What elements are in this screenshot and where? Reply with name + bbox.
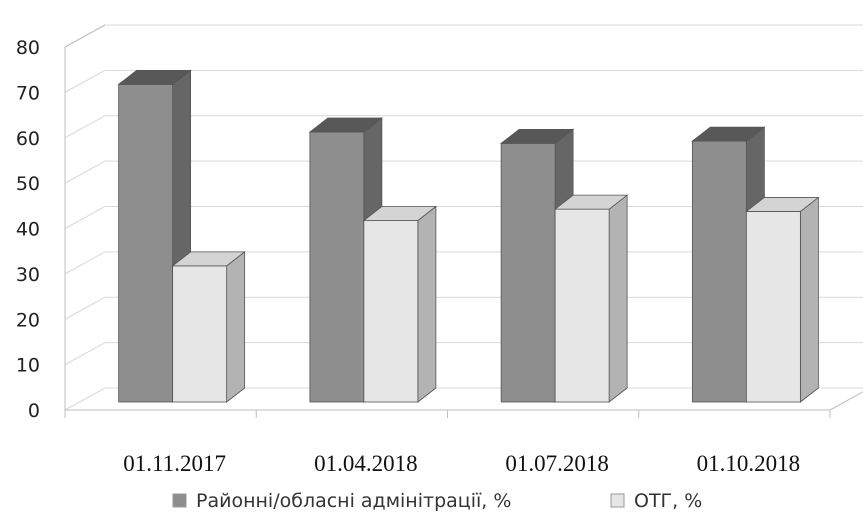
x-category-label-1: 01.04.2018	[314, 451, 418, 476]
bar-side-face	[226, 251, 246, 403]
bars	[117, 69, 820, 403]
y-tick-label-7: 70	[16, 82, 40, 104]
y-tick-label-1: 10	[16, 355, 40, 377]
x-category-label-2: 01.07.2018	[505, 451, 609, 476]
x-category-label-0: 01.11.2017	[123, 451, 226, 476]
gridline-5	[64, 160, 863, 184]
wall-top-edge	[64, 24, 106, 48]
bar-2-2	[553, 194, 629, 403]
floor-right-edge	[829, 391, 863, 411]
legend-label-series-1: Районні/обласні адмінітрації, %	[196, 490, 511, 512]
bar-side-face	[417, 205, 437, 403]
bar-1-2	[499, 128, 575, 403]
legend-label-series-2: ОТГ, %	[634, 490, 702, 512]
bar-front-face	[309, 131, 365, 403]
bar-top-face	[745, 197, 820, 212]
legend-swatch-series-1	[172, 493, 187, 508]
bar-top-face	[117, 69, 192, 85]
gridlines	[64, 24, 863, 418]
bar-front-face	[745, 211, 801, 403]
y-tick-label-8: 80	[16, 37, 40, 59]
bar-front-face	[554, 208, 610, 403]
y-tick-label-5: 50	[16, 173, 40, 195]
bar-top-face	[553, 194, 629, 210]
bar-side-face	[608, 194, 628, 403]
gridline-8	[64, 24, 863, 48]
legend: Районні/обласні адмінітрації, % ОТГ, %	[172, 490, 702, 512]
bar-2-0	[171, 251, 246, 403]
bar-top-face	[499, 128, 575, 144]
bar-top-face	[171, 251, 246, 267]
bar-top-face	[308, 117, 384, 133]
y-tick-label-0: 0	[28, 400, 40, 422]
y-tick-label-2: 20	[16, 309, 40, 331]
bar-front-face	[691, 140, 747, 403]
y-axis-tick-labels: 0 10 20 30 40 50 60 70 80	[16, 37, 40, 422]
bar-side-face	[799, 196, 819, 403]
y-tick-label-6: 60	[16, 128, 40, 150]
bar-2-1	[362, 205, 438, 403]
bar-top-face	[362, 206, 438, 221]
bar-front-face	[172, 265, 228, 403]
x-category-label-3: 01.10.2018	[697, 451, 801, 476]
gridline-7	[64, 69, 863, 93]
y-tick-label-3: 30	[16, 264, 40, 286]
gridline-6	[64, 115, 863, 139]
x-axis-category-labels: 01.11.2017 01.04.2018 01.07.2018 01.10.2018	[123, 451, 800, 476]
bar-front-face	[500, 142, 556, 403]
bar-1-0	[117, 69, 192, 403]
bar-top-face	[691, 126, 766, 142]
y-tick-label-4: 40	[16, 219, 40, 241]
bar-front-face	[118, 83, 174, 403]
legend-swatch-series-2	[610, 493, 625, 508]
bar-2-3	[745, 196, 820, 403]
bar-front-face	[363, 220, 419, 403]
